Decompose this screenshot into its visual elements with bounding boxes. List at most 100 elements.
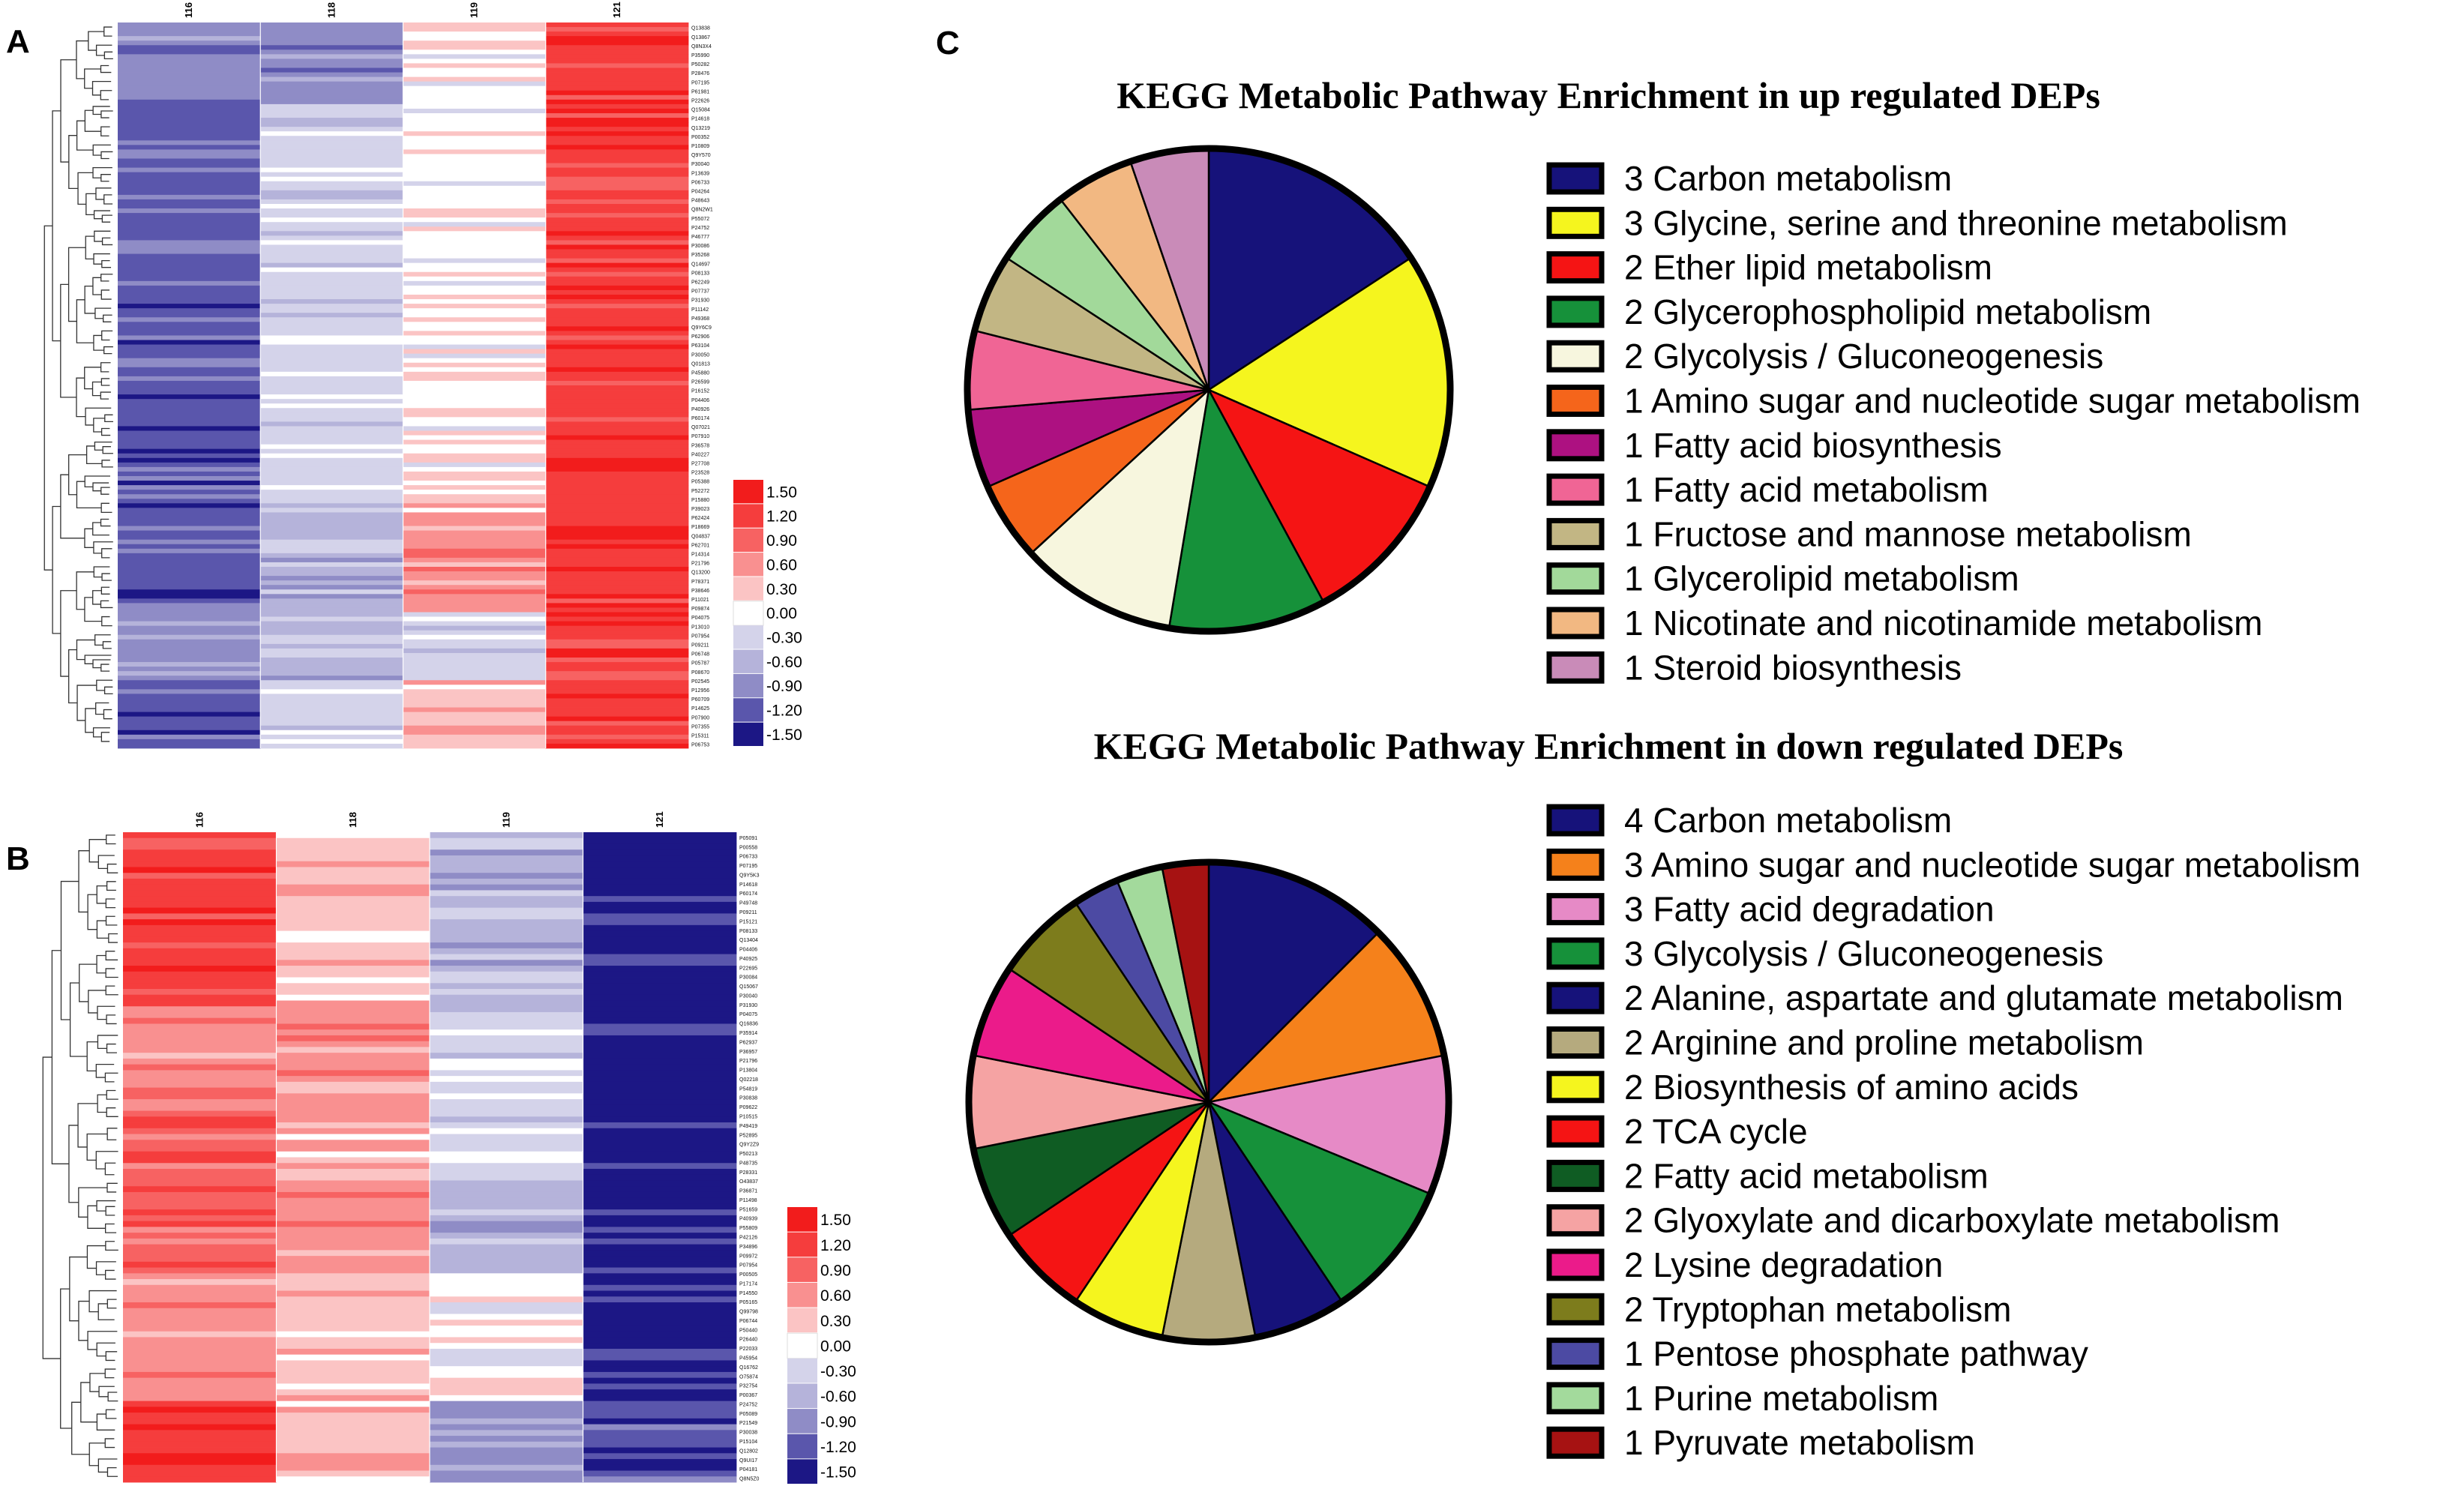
heatmap-cell [583,919,737,926]
heatmap-cell [430,1273,583,1280]
heatmap-cell [123,1058,277,1065]
heatmap-cell [430,1076,583,1083]
heatmap-cell [403,499,547,504]
heatmap-cell [583,1279,737,1286]
heatmap-cell [403,103,547,109]
heatmap-cell [583,1209,737,1216]
heatmap-row-label: P36871 [739,1189,757,1194]
heatmap-cell [545,118,689,123]
heatmap-cell [118,426,261,431]
legend-swatch [1546,1026,1605,1059]
heatmap-cell [545,285,689,291]
heatmap-cell [545,113,689,118]
color-scale-swatch [787,1207,817,1232]
heatmap-row-label: Q9Y5K3 [739,873,760,878]
heatmap-cell [118,99,261,105]
heatmap-cell [260,734,403,740]
heatmap-cell [276,1407,430,1413]
heatmap-cell [123,1000,277,1007]
heatmap-cell [583,983,737,990]
heatmap-cell [403,36,547,41]
heatmap-cell [123,1081,277,1089]
heatmap-row-label: P10809 [691,144,709,149]
heatmap-cell [583,948,737,954]
heatmap-cell [545,172,689,178]
heatmap-b-dendrogram [42,834,118,1477]
heatmap-row-label: P35914 [739,1031,757,1036]
heatmap-cell [583,1389,737,1396]
heatmap-cell [276,884,430,891]
heatmap-cell [545,103,689,109]
legend-swatch [1546,340,1605,373]
heatmap-cell [403,90,547,96]
heatmap-cell [118,490,261,495]
heatmap-b-cells [123,832,737,1483]
heatmap-cell [583,1267,737,1274]
heatmap-cell [118,462,261,468]
heatmap-cell [260,435,403,440]
heatmap-cell [118,453,261,459]
heatmap-cell [123,1093,277,1100]
heatmap-cell [403,448,547,454]
heatmap-cell [430,1174,583,1181]
heatmap-cell [583,878,737,885]
heatmap-cell [260,163,403,168]
heatmap-row-label: P08133 [691,271,709,276]
heatmap-cell [276,1146,430,1152]
heatmap-cell [545,58,689,64]
heatmap-cell [545,571,689,577]
heatmap-cell [403,703,547,708]
heatmap-cell [403,562,547,568]
heatmap-cell [276,1140,430,1146]
heatmap-cell [403,167,547,173]
heatmap-cell [276,948,430,954]
dendrogram-branch [105,1206,115,1216]
heatmap-cell [545,435,689,440]
heatmap-cell [545,589,689,595]
heatmap-cell [118,326,261,331]
pie-down-title: KEGG Metabolic Pathway Enrichment in dow… [1094,725,2124,767]
dendrogram-branch [103,346,113,355]
dendrogram-branch [105,1409,117,1419]
heatmap-cell [430,896,583,903]
heatmap-cell [123,1215,277,1222]
heatmap-cell [545,67,689,73]
heatmap-cell [260,299,403,304]
heatmap-cell [118,643,261,649]
heatmap-cell [403,72,547,77]
color-scale-swatch [733,528,763,553]
dendrogram-branch [85,193,96,216]
heatmap-cell [545,694,689,699]
color-scale-swatch [733,553,763,577]
legend-swatch [1546,1293,1605,1326]
heatmap-cell [583,1140,737,1146]
heatmap-cell [276,843,430,850]
dendrogram-branch [100,64,112,73]
heatmap-cell [430,878,583,885]
heatmap-cell [430,989,583,996]
heatmap-cell [118,163,261,168]
heatmap-cell [545,258,689,264]
heatmap-cell [583,1377,737,1384]
heatmap-cell [118,249,261,254]
heatmap-cell [430,1371,583,1379]
heatmap-row-label: P49368 [691,316,709,322]
heatmap-cell [260,448,403,454]
heatmap-cell [260,607,403,613]
heatmap-row-label: P09972 [739,1254,757,1259]
heatmap-row-label: P21549 [739,1421,757,1426]
heatmap-cell [545,299,689,304]
heatmap-cell [118,27,261,32]
dendrogram-branch [100,174,111,182]
heatmap-cell [403,680,547,685]
heatmap-cell [118,499,261,504]
heatmap-cell [260,22,403,28]
heatmap-row-label: Q01813 [691,361,710,367]
heatmap-cell [260,667,403,672]
heatmap-cell [403,426,547,431]
heatmap-cell [118,576,261,581]
dendrogram-branch [105,951,118,960]
heatmap-cell [123,960,277,966]
heatmap-cell [260,380,403,386]
dendrogram-branch [76,299,94,343]
